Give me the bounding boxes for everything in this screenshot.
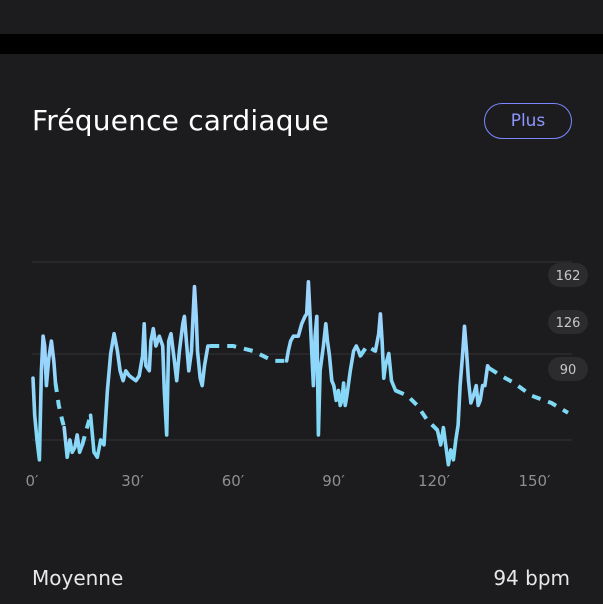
average-value: 94 bpm [493, 566, 570, 590]
heart-rate-gap-line [53, 382, 67, 429]
y-tick-pill [548, 357, 588, 381]
heart-rate-gap-line [80, 414, 93, 446]
heart-rate-line [373, 312, 398, 393]
heart-rate-line [435, 324, 492, 467]
card-title: Fréquence cardiaque [32, 104, 330, 137]
top-strip [0, 0, 603, 34]
heart-rate-line [62, 425, 85, 460]
heart-rate-gap-line [488, 366, 570, 415]
heart-rate-gap-line [358, 344, 377, 358]
y-tick-label: 90 [560, 363, 577, 378]
x-tick-label: 90′ [322, 472, 345, 490]
y-tick-label: 162 [556, 269, 581, 284]
x-tick-label: 0′ [26, 472, 40, 490]
more-button[interactable]: Plus [484, 103, 572, 139]
heart-rate-line [284, 279, 363, 437]
y-tick-label: 126 [556, 316, 581, 331]
x-tick-label: 150′ [518, 472, 551, 490]
heart-rate-gap-line [210, 344, 287, 363]
section-divider [0, 34, 603, 54]
x-tick-label: 30′ [121, 472, 144, 490]
y-tick-pill [548, 263, 588, 287]
heart-rate-gap-line [394, 388, 439, 432]
average-label: Moyenne [32, 566, 124, 590]
x-tick-label: 60′ [222, 472, 245, 490]
y-tick-pill [548, 310, 588, 334]
x-tick-label: 120′ [418, 472, 451, 490]
heart-rate-line [88, 284, 212, 460]
heart-rate-line [31, 334, 58, 462]
